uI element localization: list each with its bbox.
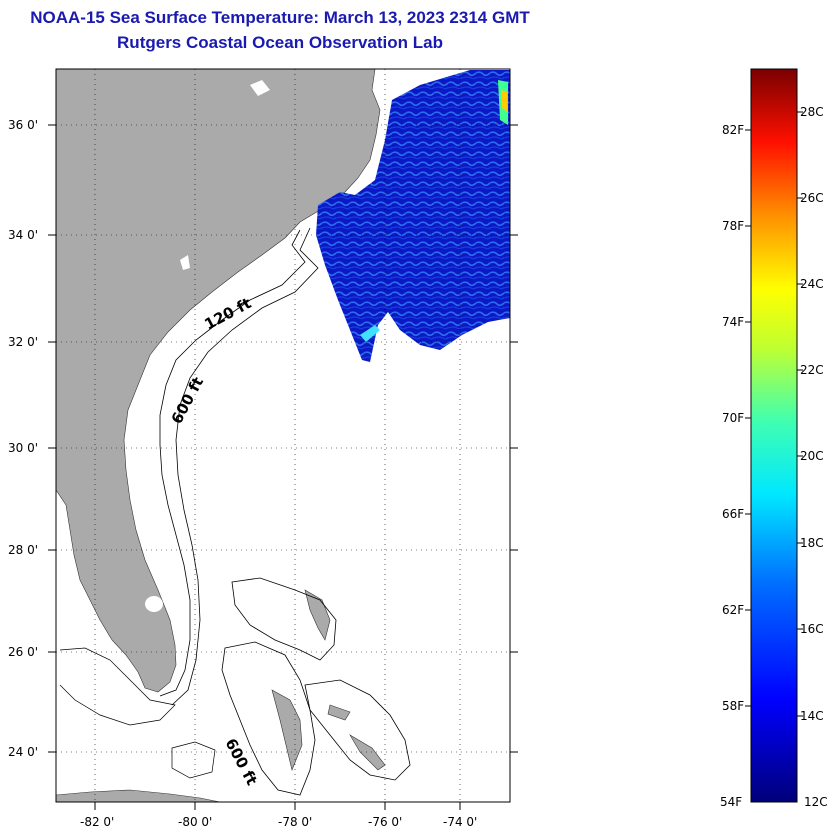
sst-warm-streak bbox=[360, 325, 380, 342]
lat-tick-label: 32 0' bbox=[8, 335, 38, 349]
depth-contour-bahamas bbox=[231, 577, 337, 661]
map-subtitle: Rutgers Coastal Ocean Observation Lab bbox=[117, 33, 443, 52]
lat-tick-label: 30 0' bbox=[8, 441, 38, 455]
land-bahamas bbox=[349, 734, 386, 771]
colorbar-c-label: 14C bbox=[800, 709, 824, 723]
lat-tick-label: 36 0' bbox=[8, 118, 38, 132]
depth-contour-keys bbox=[171, 741, 216, 779]
depth-contour-600ft bbox=[171, 227, 319, 706]
sst-warm-streak bbox=[501, 90, 507, 112]
land-cuba bbox=[56, 789, 221, 802]
colorbar-c-label: 18C bbox=[800, 536, 824, 550]
map-title: NOAA-15 Sea Surface Temperature: March 1… bbox=[30, 8, 530, 27]
colorbar-c-label: 28C bbox=[800, 105, 824, 119]
colorbar-f-label: 58F bbox=[722, 699, 744, 713]
colorbar-f-label: 54F bbox=[720, 795, 742, 809]
depth-contour-bahamas bbox=[221, 641, 316, 796]
lat-tick-label: 24 0' bbox=[8, 745, 38, 759]
land-us-southeast bbox=[56, 69, 381, 693]
colorbar-c-label: 20C bbox=[800, 449, 824, 463]
lake-shape bbox=[250, 80, 270, 96]
colorbar-ticks bbox=[745, 111, 803, 717]
colorbar-c-label: 16C bbox=[800, 622, 824, 636]
lon-tick-label: -82 0' bbox=[80, 815, 114, 829]
colorbar-f-label: 78F bbox=[722, 219, 744, 233]
depth-contour-bahamas bbox=[304, 679, 411, 781]
lat-tick-label: 26 0' bbox=[8, 645, 38, 659]
depth-contour-keys bbox=[59, 647, 176, 726]
land-bahamas bbox=[304, 589, 331, 641]
land-bahamas bbox=[327, 704, 351, 721]
lat-tick-label: 34 0' bbox=[8, 228, 38, 242]
colorbar-f-label: 82F bbox=[722, 123, 744, 137]
map-frame bbox=[55, 68, 511, 803]
lon-tick-label: -78 0' bbox=[278, 815, 312, 829]
land-bahamas bbox=[271, 689, 303, 771]
colorbar-gradient bbox=[750, 68, 798, 803]
colorbar-c-label: 22C bbox=[800, 363, 824, 377]
colorbar-c-label: 24C bbox=[800, 277, 824, 291]
colorbar-f-label: 62F bbox=[722, 603, 744, 617]
lon-tick-label: -80 0' bbox=[178, 815, 212, 829]
lon-tick-label: -76 0' bbox=[368, 815, 402, 829]
colorbar-c-label: 26C bbox=[800, 191, 824, 205]
map-grid bbox=[56, 69, 510, 802]
colorbar-c-label: 12C bbox=[804, 795, 828, 809]
lon-tick-label: -74 0' bbox=[443, 815, 477, 829]
temperature-colorbar: 82F 78F 74F 70F 66F 62F 58F 54F 28C 26C … bbox=[720, 68, 828, 809]
depth-contour-120ft bbox=[159, 229, 306, 697]
lat-tick-label: 28 0' bbox=[8, 543, 38, 557]
colorbar-f-label: 66F bbox=[722, 507, 744, 521]
lake-shape bbox=[180, 255, 190, 270]
map-ticks bbox=[48, 124, 518, 810]
map-panel: 36 0' 34 0' 32 0' 30 0' 28 0' 26 0' 24 0… bbox=[8, 68, 518, 829]
colorbar-f-label: 74F bbox=[722, 315, 744, 329]
sst-swath bbox=[316, 70, 510, 362]
lake-okeechobee bbox=[145, 596, 163, 612]
colorbar-f-label: 70F bbox=[722, 411, 744, 425]
